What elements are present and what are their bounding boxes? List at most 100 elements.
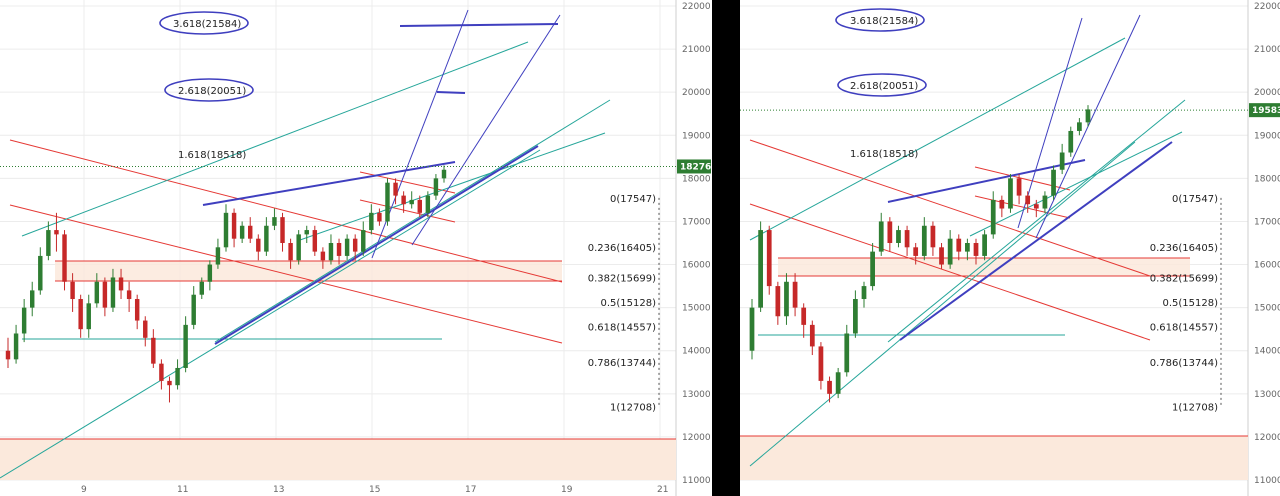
- candle-body: [199, 281, 204, 295]
- fib-extension-label: 2.618(20051): [178, 86, 246, 97]
- teal-support-line: [749, 141, 1136, 467]
- candle-body: [1068, 130, 1074, 153]
- fib-level-label: 0.236(16405): [1150, 243, 1218, 254]
- parallel-channel-right: [411, 14, 561, 246]
- handdrawn-circle: [159, 11, 249, 35]
- handdrawn-circle: [837, 73, 927, 97]
- candle-body: [159, 363, 164, 381]
- candle-body: [312, 230, 318, 252]
- flag-bottom-line: [359, 199, 456, 223]
- candle-body: [956, 238, 962, 252]
- candle-body: [361, 230, 366, 252]
- fib-zone: [778, 258, 1190, 276]
- candle-body: [352, 238, 358, 252]
- candle-body: [965, 243, 970, 252]
- wedge-upper-line: [202, 161, 456, 206]
- candle-body: [62, 234, 67, 282]
- candle-body: [844, 333, 850, 373]
- candle-body: [344, 238, 350, 256]
- candle-body: [401, 195, 406, 205]
- fib-level-label: 0.382(15699): [1150, 274, 1218, 285]
- candle-body: [78, 299, 83, 330]
- candle-body: [272, 217, 277, 226]
- candle-body: [930, 225, 936, 248]
- flag-bottom-line: [974, 195, 1071, 219]
- candle-body: [792, 281, 798, 308]
- candle-body: [913, 247, 919, 256]
- fib-level-label: 1(12708): [610, 402, 656, 413]
- candle-body: [223, 212, 229, 248]
- y-tick-label: 16000: [682, 261, 711, 271]
- candle-body: [385, 182, 390, 222]
- candle-body: [766, 230, 772, 287]
- y-tick-label: 15000: [1254, 304, 1280, 314]
- left-chart-panel[interactable]: 22000 21000 20000 19000 18000 17000 16000 15000…: [0, 0, 712, 496]
- y-tick-label: 12000: [682, 433, 711, 443]
- candle-body: [818, 346, 824, 381]
- fib-level-label: 0(17547): [610, 194, 656, 205]
- candle-body: [441, 169, 447, 179]
- parallel-channel-left: [1017, 17, 1083, 229]
- candle-body: [191, 294, 196, 325]
- candle-body: [835, 372, 841, 394]
- y-tick-label: 21000: [682, 45, 711, 55]
- candle-body: [749, 307, 755, 351]
- candle-body: [369, 212, 374, 231]
- descending-resistance-line: [9, 139, 563, 283]
- candle-body: [377, 212, 382, 222]
- left-candlestick-chart[interactable]: 22000 21000 20000 19000 18000 17000 16000 15000…: [0, 0, 712, 496]
- x-tick-label: 17: [465, 485, 476, 495]
- fib-extension-label: 2.618(20051): [850, 81, 918, 92]
- teal-upper-line: [749, 37, 1126, 241]
- candle-body: [143, 320, 148, 338]
- candle-body: [999, 199, 1005, 209]
- current-price-badge: [677, 159, 711, 174]
- candle-body: [896, 230, 901, 243]
- x-tick-label: 19: [561, 485, 573, 495]
- candle-body: [110, 277, 116, 308]
- candle-body: [1016, 178, 1022, 196]
- right-candlestick-chart[interactable]: 22000 21000 20000 19000 18000 17000 16000 15000…: [740, 0, 1280, 496]
- candle-body: [784, 281, 789, 317]
- candle-body: [758, 230, 763, 308]
- candle-body: [248, 225, 253, 239]
- candle-body: [1033, 204, 1039, 209]
- fib-level-label: 1(12708): [1172, 402, 1218, 413]
- candle-body: [70, 281, 75, 300]
- descending-resistance-line: [749, 139, 1151, 277]
- fib-extension-label: 1.618(18518): [178, 150, 246, 161]
- fib-level-label: 0.786(13744): [1150, 358, 1218, 369]
- candle-body: [904, 230, 910, 248]
- y-tick-label: 22000: [1254, 2, 1280, 12]
- x-tick-label: 21: [657, 485, 668, 495]
- candle-body: [1059, 152, 1065, 170]
- candle-body: [118, 277, 124, 291]
- candle-body: [239, 225, 245, 239]
- candle-body: [126, 290, 132, 300]
- target-line-20051: [436, 91, 466, 94]
- fib-level-label: 0.618(14557): [588, 323, 656, 334]
- y-tick-label: 11000: [682, 476, 711, 486]
- candle-body: [134, 299, 140, 321]
- candle-body: [183, 324, 188, 368]
- candle-body: [328, 243, 334, 261]
- candle-body: [167, 380, 172, 386]
- support-zone: [0, 439, 676, 480]
- x-tick-label: 11: [177, 485, 188, 495]
- teal-upper-line: [21, 41, 529, 237]
- fib-level-label: 0.236(16405): [588, 243, 656, 254]
- fib-level-label: 0(17547): [1172, 194, 1218, 205]
- fib-level-label: 0.382(15699): [588, 274, 656, 285]
- candle-body: [264, 225, 269, 252]
- candle-body: [947, 238, 953, 265]
- target-line-21584: [399, 23, 559, 27]
- candle-body: [1085, 109, 1091, 123]
- fib-level-label: 0.5(15128): [600, 298, 656, 309]
- candle-body: [336, 243, 342, 256]
- candle-body: [870, 251, 875, 287]
- teal-lower-line: [969, 131, 1183, 237]
- fib-zone: [55, 261, 562, 281]
- right-chart-panel[interactable]: 22000 21000 20000 19000 18000 17000 16000 15000…: [740, 0, 1280, 496]
- candle-body: [393, 182, 398, 196]
- fib-extension-label: 3.618(21584): [173, 19, 241, 30]
